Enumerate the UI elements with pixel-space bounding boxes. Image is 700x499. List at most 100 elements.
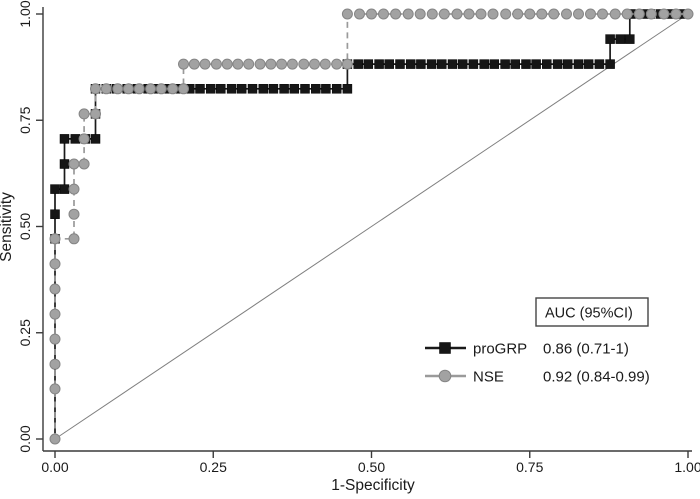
- legend-square-marker-icon: [439, 342, 451, 354]
- data-point-marker-square: [615, 34, 626, 44]
- data-point-marker-circle: [378, 8, 389, 20]
- data-point-marker-square: [59, 184, 70, 194]
- data-point-marker-square: [300, 84, 310, 94]
- y-tick-label: 0.00: [17, 425, 33, 452]
- data-point-marker-circle: [122, 83, 134, 95]
- data-point-marker-circle: [49, 333, 61, 345]
- data-point-marker-square: [59, 159, 70, 169]
- data-point-marker-square: [479, 59, 489, 69]
- data-point-marker-square: [521, 59, 531, 69]
- y-tick-label: 0.75: [17, 106, 33, 133]
- data-point-marker-square: [605, 34, 615, 44]
- data-point-marker-circle: [133, 83, 145, 95]
- data-point-marker-circle: [463, 8, 475, 20]
- data-point-marker-square: [247, 84, 258, 94]
- legend-header-box: [535, 297, 649, 327]
- data-point-marker-circle: [68, 183, 80, 195]
- data-point-marker-square: [195, 84, 205, 94]
- data-point-marker-circle: [331, 58, 343, 70]
- y-tick-label: 1.00: [17, 0, 33, 27]
- data-point-marker-circle: [341, 8, 353, 20]
- data-point-marker-square: [468, 59, 479, 69]
- legend-row-proGRP: proGRP 0.86 (0.71-1): [425, 341, 629, 358]
- data-point-marker-circle: [658, 8, 670, 20]
- data-point-marker-circle: [561, 8, 572, 20]
- x-tick-label: 0.00: [41, 459, 68, 475]
- data-point-marker-circle: [548, 8, 560, 20]
- data-point-marker-square: [437, 59, 447, 69]
- data-point-marker-square: [384, 59, 394, 69]
- data-point-marker-square: [510, 59, 520, 69]
- data-point-marker-square: [342, 84, 353, 94]
- data-point-marker-circle: [68, 208, 80, 220]
- y-tick-label: 0.50: [17, 213, 33, 240]
- data-point-marker-square: [205, 84, 216, 94]
- data-point-marker-circle: [354, 8, 365, 20]
- y-tick-label: 0.25: [17, 319, 33, 346]
- data-point-marker-square: [70, 134, 81, 144]
- data-point-marker-circle: [49, 283, 61, 295]
- data-point-marker-square: [226, 84, 237, 94]
- data-point-marker-circle: [155, 83, 167, 95]
- legend-header-label: AUC (95%CI): [545, 306, 633, 322]
- data-point-marker-square: [279, 84, 289, 94]
- data-point-marker-circle: [451, 8, 463, 20]
- data-point-marker-circle: [500, 8, 512, 20]
- data-point-marker-circle: [90, 83, 101, 95]
- legend-series-auc: 0.92 (0.84-0.99): [543, 369, 650, 386]
- data-point-marker-square: [331, 84, 342, 94]
- data-point-marker-circle: [49, 233, 61, 245]
- data-point-marker-circle: [68, 158, 80, 170]
- data-point-marker-circle: [78, 108, 90, 120]
- data-point-marker-square: [583, 59, 594, 69]
- legend: AUC (95%CI) proGRP 0.86 (0.71-1) NSE 0.92 (0…: [425, 297, 650, 386]
- data-point-marker-circle: [90, 108, 101, 120]
- data-point-marker-circle: [487, 8, 499, 20]
- legend-series-auc: 0.86 (0.71-1): [543, 341, 629, 358]
- data-point-marker-square: [426, 59, 437, 69]
- legend-circle-marker-icon: [438, 369, 452, 383]
- data-point-marker-square: [552, 59, 563, 69]
- data-point-marker-circle: [512, 8, 524, 20]
- data-point-marker-square: [311, 84, 321, 94]
- data-point-marker-circle: [221, 58, 233, 70]
- x-tick-label: 0.75: [516, 459, 543, 475]
- data-point-marker-circle: [633, 8, 645, 20]
- data-point-marker-circle: [309, 58, 320, 70]
- data-point-marker-circle: [426, 8, 438, 20]
- data-point-marker-circle: [210, 58, 222, 70]
- data-point-marker-square: [50, 209, 60, 219]
- data-point-marker-circle: [597, 8, 608, 20]
- data-point-marker-circle: [78, 158, 90, 170]
- data-point-marker-circle: [573, 8, 584, 20]
- data-point-marker-square: [216, 84, 226, 94]
- data-point-marker-circle: [145, 83, 157, 95]
- data-point-marker-circle: [243, 58, 255, 70]
- data-point-marker-square: [500, 59, 510, 69]
- data-point-marker-circle: [609, 8, 621, 20]
- data-point-marker-circle: [265, 58, 277, 70]
- x-axis-title: 1-Specificity: [331, 477, 415, 494]
- data-point-marker-square: [395, 59, 405, 69]
- data-point-marker-circle: [188, 58, 200, 70]
- legend-series-name: proGRP: [473, 341, 527, 358]
- data-point-marker-square: [374, 59, 384, 69]
- data-point-marker-square: [50, 184, 60, 194]
- data-point-marker-circle: [682, 8, 694, 20]
- data-point-marker-circle: [49, 433, 61, 445]
- data-point-marker-circle: [286, 58, 298, 70]
- data-point-marker-square: [289, 84, 300, 94]
- data-point-marker-square: [236, 84, 247, 94]
- legend-series-name: NSE: [473, 369, 504, 386]
- data-point-marker-square: [531, 59, 541, 69]
- data-point-marker-circle: [167, 83, 179, 95]
- y-axis-title: Sensitivity: [0, 192, 15, 262]
- data-point-marker-circle: [524, 8, 536, 20]
- series-NSE: [49, 8, 694, 445]
- x-tick-label: 0.50: [358, 459, 385, 475]
- data-point-marker-circle: [402, 8, 414, 20]
- data-point-marker-square: [353, 59, 363, 69]
- data-point-marker-circle: [49, 383, 61, 395]
